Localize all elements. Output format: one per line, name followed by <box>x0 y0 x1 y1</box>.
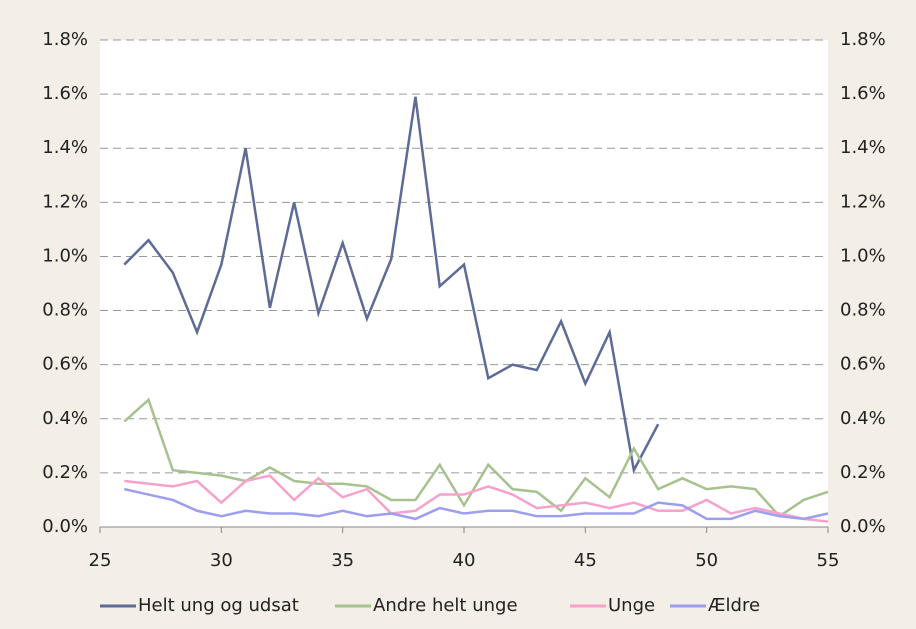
legend-label: Helt ung og udsat <box>138 595 299 616</box>
series-line <box>123 397 829 518</box>
y2-tick-label: 1.6% <box>840 83 886 104</box>
plot-area <box>100 40 828 527</box>
y2-tick-label: 1.2% <box>840 191 886 212</box>
x-tick-label: 40 <box>453 550 476 571</box>
x-tick-label: 25 <box>89 550 112 571</box>
y-tick-label: 0.6% <box>42 354 88 375</box>
y2-tick-label: 0.0% <box>840 516 886 537</box>
legend-label: Andre helt unge <box>373 595 518 616</box>
y-tick-label: 0.4% <box>42 408 88 429</box>
x-tick-label: 55 <box>817 550 840 571</box>
y-tick-label: 1.6% <box>42 83 88 104</box>
y-tick-label: 1.2% <box>42 191 88 212</box>
x-tick-label: 30 <box>210 550 233 571</box>
y2-tick-label: 0.6% <box>840 354 886 375</box>
y-tick-label: 0.2% <box>42 462 88 483</box>
series-line <box>123 96 660 474</box>
y-tick-label: 0.0% <box>42 516 88 537</box>
series-line <box>124 474 829 523</box>
y2-tick-label: 0.8% <box>840 300 886 321</box>
y-tick-label: 0.8% <box>42 300 88 321</box>
y2-tick-label: 0.4% <box>840 408 886 429</box>
x-tick-label: 35 <box>331 550 354 571</box>
x-tick-label: 45 <box>574 550 597 571</box>
y2-tick-label: 1.0% <box>840 245 886 266</box>
legend-label: Ældre <box>708 595 760 616</box>
y2-tick-label: 1.8% <box>840 29 886 50</box>
y2-tick-label: 0.2% <box>840 462 886 483</box>
legend-label: Unge <box>608 595 655 616</box>
y-tick-label: 1.0% <box>42 245 88 266</box>
y2-tick-label: 1.4% <box>840 137 886 158</box>
x-tick-label: 50 <box>695 550 718 571</box>
series-line <box>123 487 829 521</box>
y-tick-label: 1.8% <box>42 29 88 50</box>
y-tick-label: 1.4% <box>42 137 88 158</box>
